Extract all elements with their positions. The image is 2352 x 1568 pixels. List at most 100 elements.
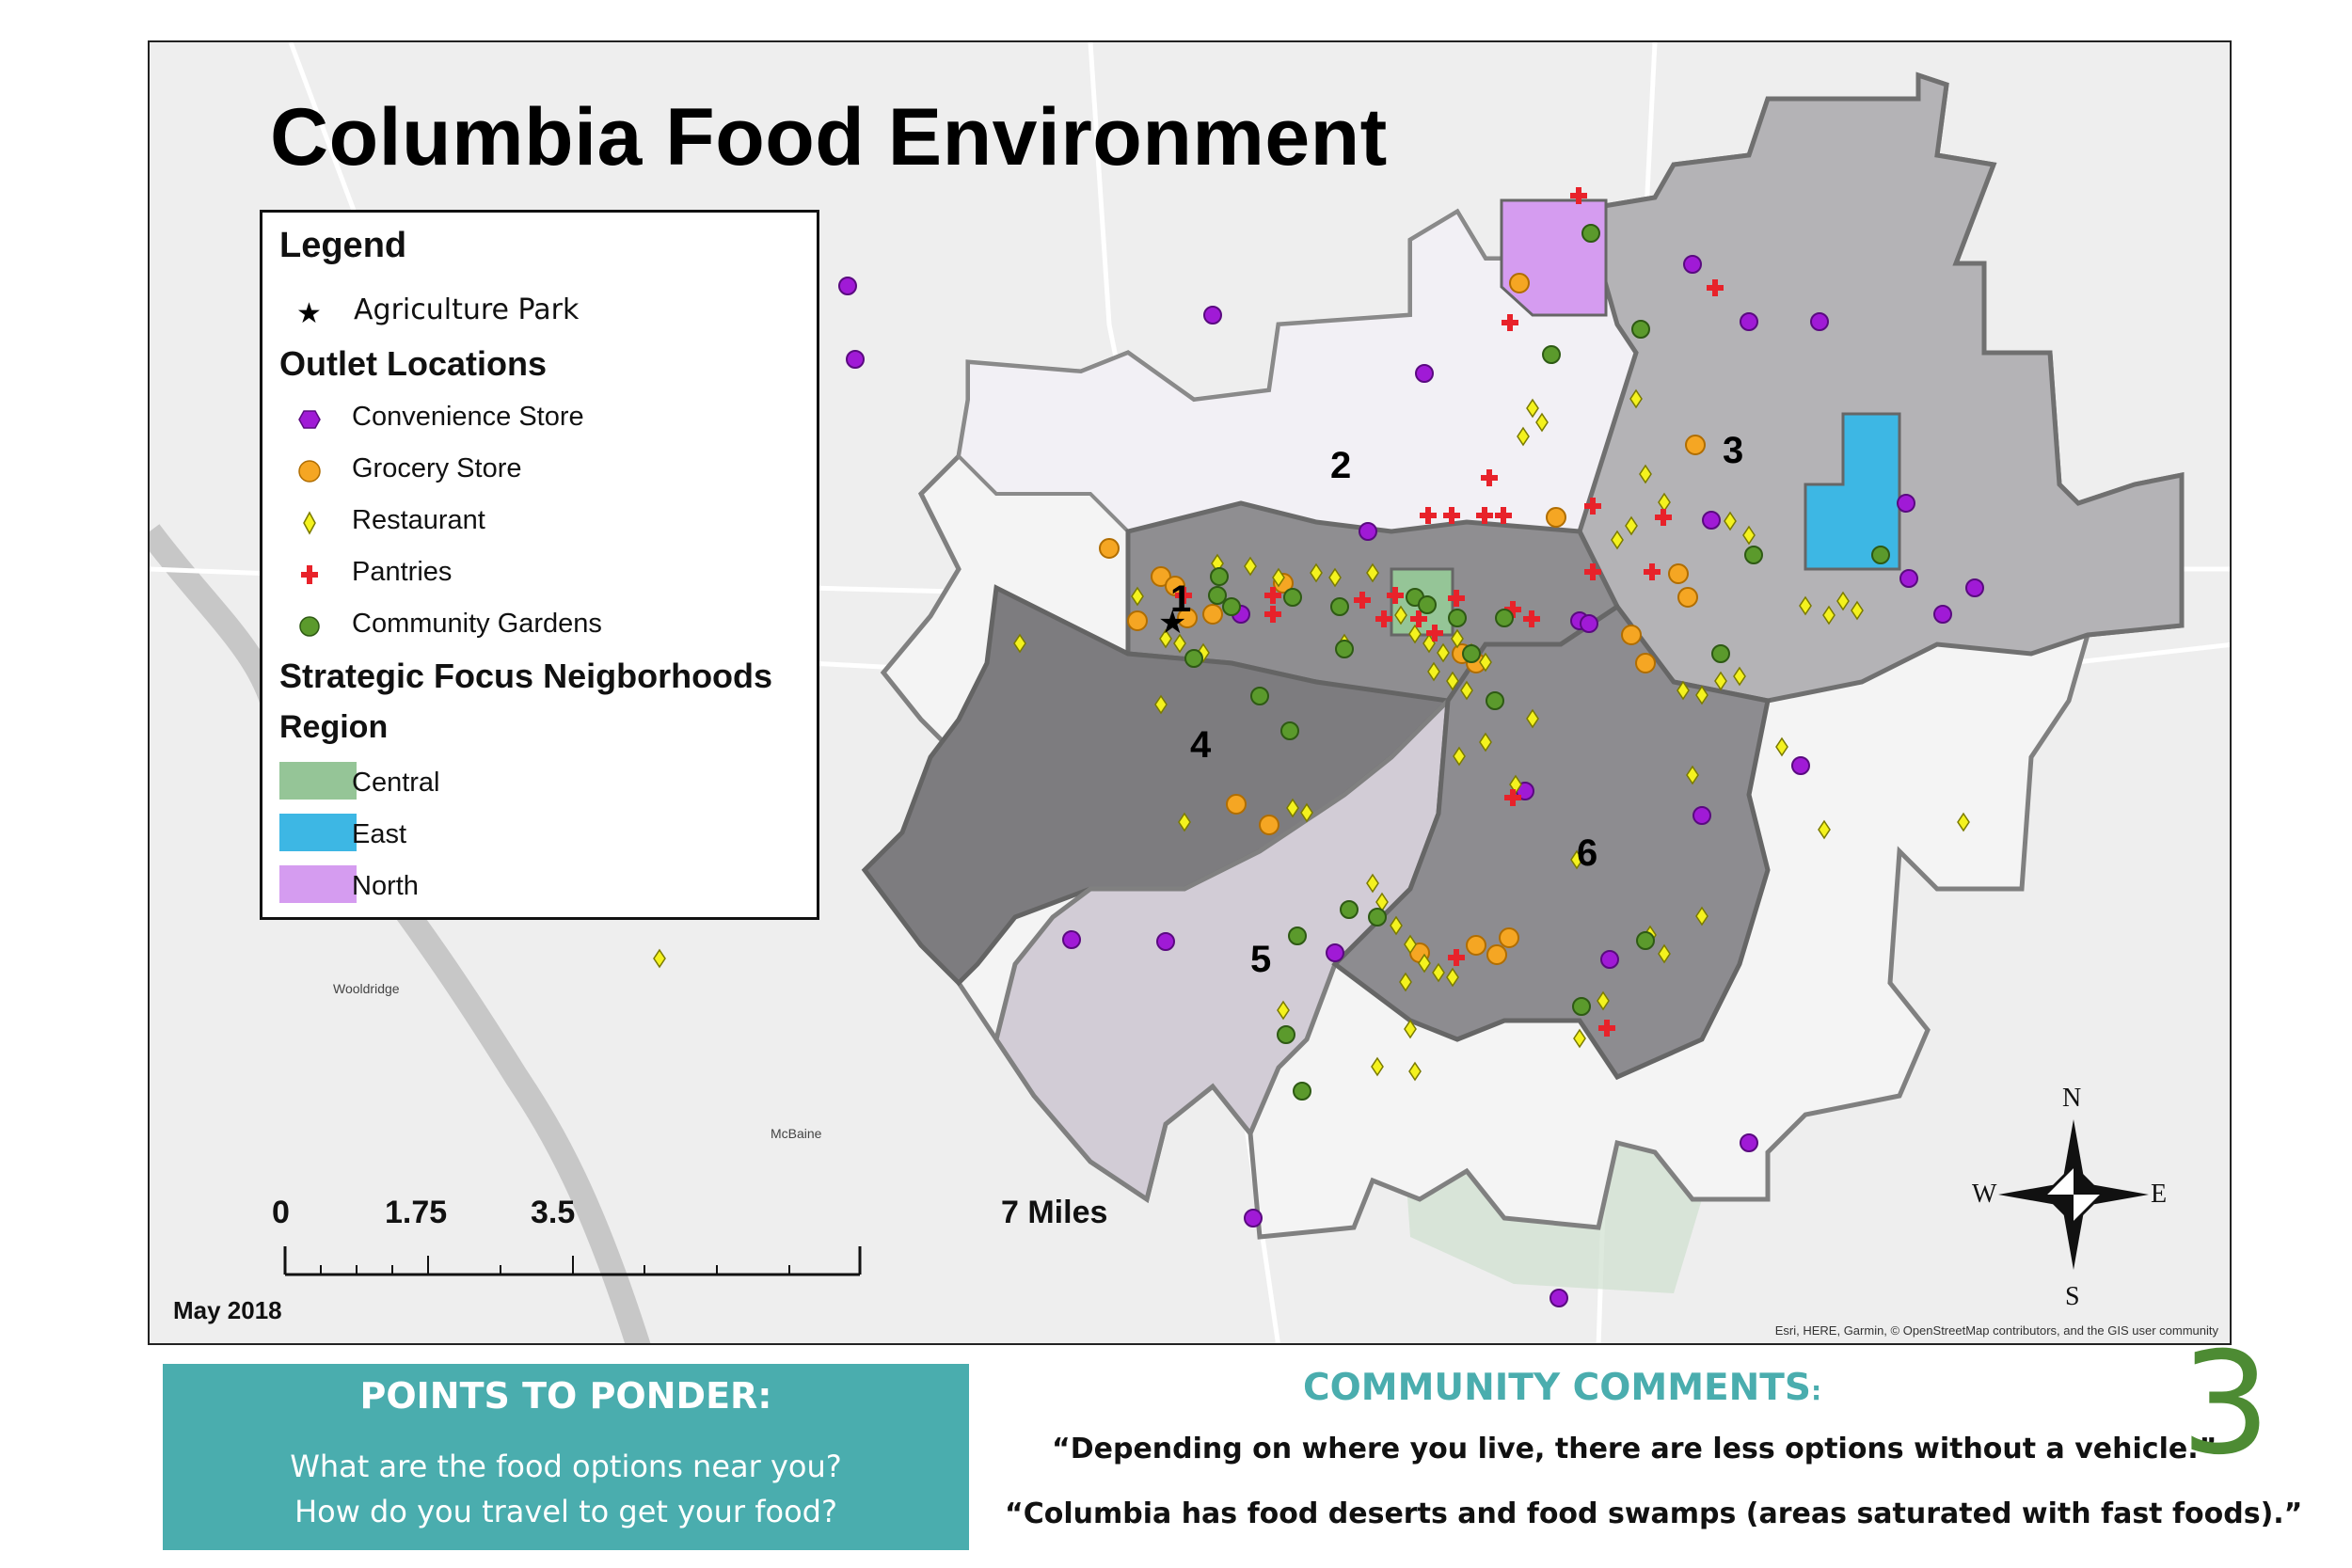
star-icon: ★: [289, 288, 330, 335]
convenience-store-marker: [1600, 950, 1619, 969]
scale-tick-label: 3.5: [531, 1195, 576, 1230]
legend-sfn-title: Strategic Focus Neigborhoods: [279, 657, 773, 695]
map-attribution: Esri, HERE, Garmin, © OpenStreetMap cont…: [1774, 1323, 2218, 1338]
convenience-store-marker: [1965, 578, 1984, 597]
pantry-marker: [1387, 587, 1404, 604]
ward-label-5: 5: [1250, 939, 1272, 980]
community-garden-marker: [1448, 609, 1467, 627]
ponder-title: POINTS TO PONDER:: [359, 1375, 772, 1417]
community-garden-markers: [1184, 224, 1890, 1101]
legend-region-title: Region: [279, 709, 389, 745]
restaurant-marker: [1677, 680, 1690, 701]
restaurant-markers: [653, 388, 1970, 1082]
convenience-store-marker: [1359, 522, 1377, 541]
pantry-marker: [1707, 279, 1724, 296]
convenience-store-marker: [1899, 569, 1918, 588]
pantry-marker: [1644, 563, 1661, 580]
pantry-marker: [1264, 606, 1281, 623]
legend-item-north: North: [262, 862, 808, 909]
ponder-question: What are the food options near you?: [290, 1449, 842, 1484]
restaurant-marker: [1408, 624, 1422, 644]
restaurant-marker: [1629, 388, 1643, 409]
ward-label-4: 4: [1190, 724, 1212, 766]
pantry-marker: [1175, 587, 1192, 604]
restaurant-marker: [1446, 671, 1459, 691]
restaurant-marker: [1836, 591, 1850, 611]
restaurant-marker: [1418, 953, 1431, 974]
community-garden-marker: [1542, 345, 1561, 364]
pantry-marker: [1655, 509, 1672, 526]
restaurant-marker: [1013, 633, 1026, 654]
pantry-marker: [1584, 498, 1601, 515]
restaurant-marker: [1404, 934, 1417, 955]
convenience-store-marker: [1203, 306, 1222, 325]
scale-tick-label: 1.75: [385, 1195, 448, 1230]
yellow-diamond-icon: [289, 499, 330, 546]
convenience-store-marker: [846, 350, 865, 369]
restaurant-marker: [1131, 586, 1144, 607]
scale-tick-label: 0: [272, 1195, 290, 1230]
ward-label-6: 6: [1577, 832, 1598, 874]
restaurant-marker: [1724, 511, 1737, 531]
restaurant-marker: [1625, 515, 1638, 536]
restaurant-marker: [1310, 562, 1323, 583]
restaurant-marker: [1366, 873, 1379, 894]
ward-label-3: 3: [1723, 430, 1744, 471]
restaurant-marker: [1639, 464, 1652, 484]
convenience-store-marker: [1740, 1133, 1758, 1152]
pantry-marker: [1443, 507, 1460, 524]
restaurant-marker: [1479, 652, 1492, 673]
pantry-marker: [1354, 592, 1371, 609]
restaurant-marker: [1851, 600, 1864, 621]
community-garden-marker: [1581, 224, 1600, 243]
grocery-store-marker: [1499, 927, 1519, 948]
legend-label: Grocery Store: [352, 453, 522, 483]
restaurant-marker: [1286, 798, 1299, 818]
ward-6-area: [1331, 603, 1771, 1081]
community-garden-marker: [1572, 997, 1591, 1016]
points-to-ponder-box: POINTS TO PONDER: What are the food opti…: [163, 1364, 969, 1550]
restaurant-marker: [1695, 906, 1708, 927]
ward-label-1: 1: [1170, 578, 1192, 620]
convenience-store-marker: [1062, 930, 1081, 949]
convenience-store-marker: [838, 277, 857, 295]
restaurant-marker: [1432, 962, 1445, 983]
community-garden-marker: [1486, 691, 1504, 710]
scale-bar-line: [283, 1246, 862, 1276]
restaurant-marker: [1822, 605, 1836, 626]
community-garden-marker: [1335, 640, 1354, 658]
restaurant-marker: [1404, 1019, 1417, 1039]
compass-s: S: [2065, 1282, 2080, 1311]
map-frame: ★ Columbia Food Environment 1 2 3 4 5 6 …: [148, 40, 2232, 1345]
pantry-marker: [1410, 610, 1427, 627]
legend-item-restaurant: Restaurant: [262, 499, 808, 546]
grocery-store-marker: [1635, 653, 1656, 673]
legend-title: Legend: [279, 226, 407, 265]
restaurant-marker: [1573, 1028, 1586, 1049]
restaurant-marker: [1390, 915, 1403, 936]
convenience-store-marker: [1933, 605, 1952, 624]
compass-n: N: [2062, 1084, 2082, 1113]
community-comment: “Columbia has food deserts and food swam…: [1005, 1497, 2303, 1530]
grocery-store-marker: [1668, 563, 1689, 584]
pantry-marker: [1481, 469, 1498, 486]
restaurant-marker: [1173, 633, 1186, 654]
convenience-store-marker: [1810, 312, 1829, 331]
community-comment: “Depending on where you live, there are …: [1052, 1433, 2217, 1465]
restaurant-marker: [1408, 1061, 1422, 1082]
map-canvas: ★: [150, 42, 2230, 1343]
community-garden-marker: [1462, 644, 1481, 663]
grocery-store-marker: [1202, 604, 1223, 625]
restaurant-marker: [653, 948, 666, 969]
restaurant-marker: [1446, 967, 1459, 988]
community-garden-marker: [1210, 567, 1229, 586]
community-garden-marker: [1368, 908, 1387, 927]
east-swatch: [279, 814, 357, 851]
grocery-store-marker: [1621, 625, 1642, 645]
page-number: 3: [2181, 1323, 2271, 1486]
grocery-store-marker: [1259, 815, 1279, 835]
community-garden-marker: [1280, 721, 1299, 740]
restaurant-marker: [1427, 661, 1440, 682]
convenience-store-marker: [1415, 364, 1434, 383]
grocery-store-marker: [1546, 507, 1566, 528]
